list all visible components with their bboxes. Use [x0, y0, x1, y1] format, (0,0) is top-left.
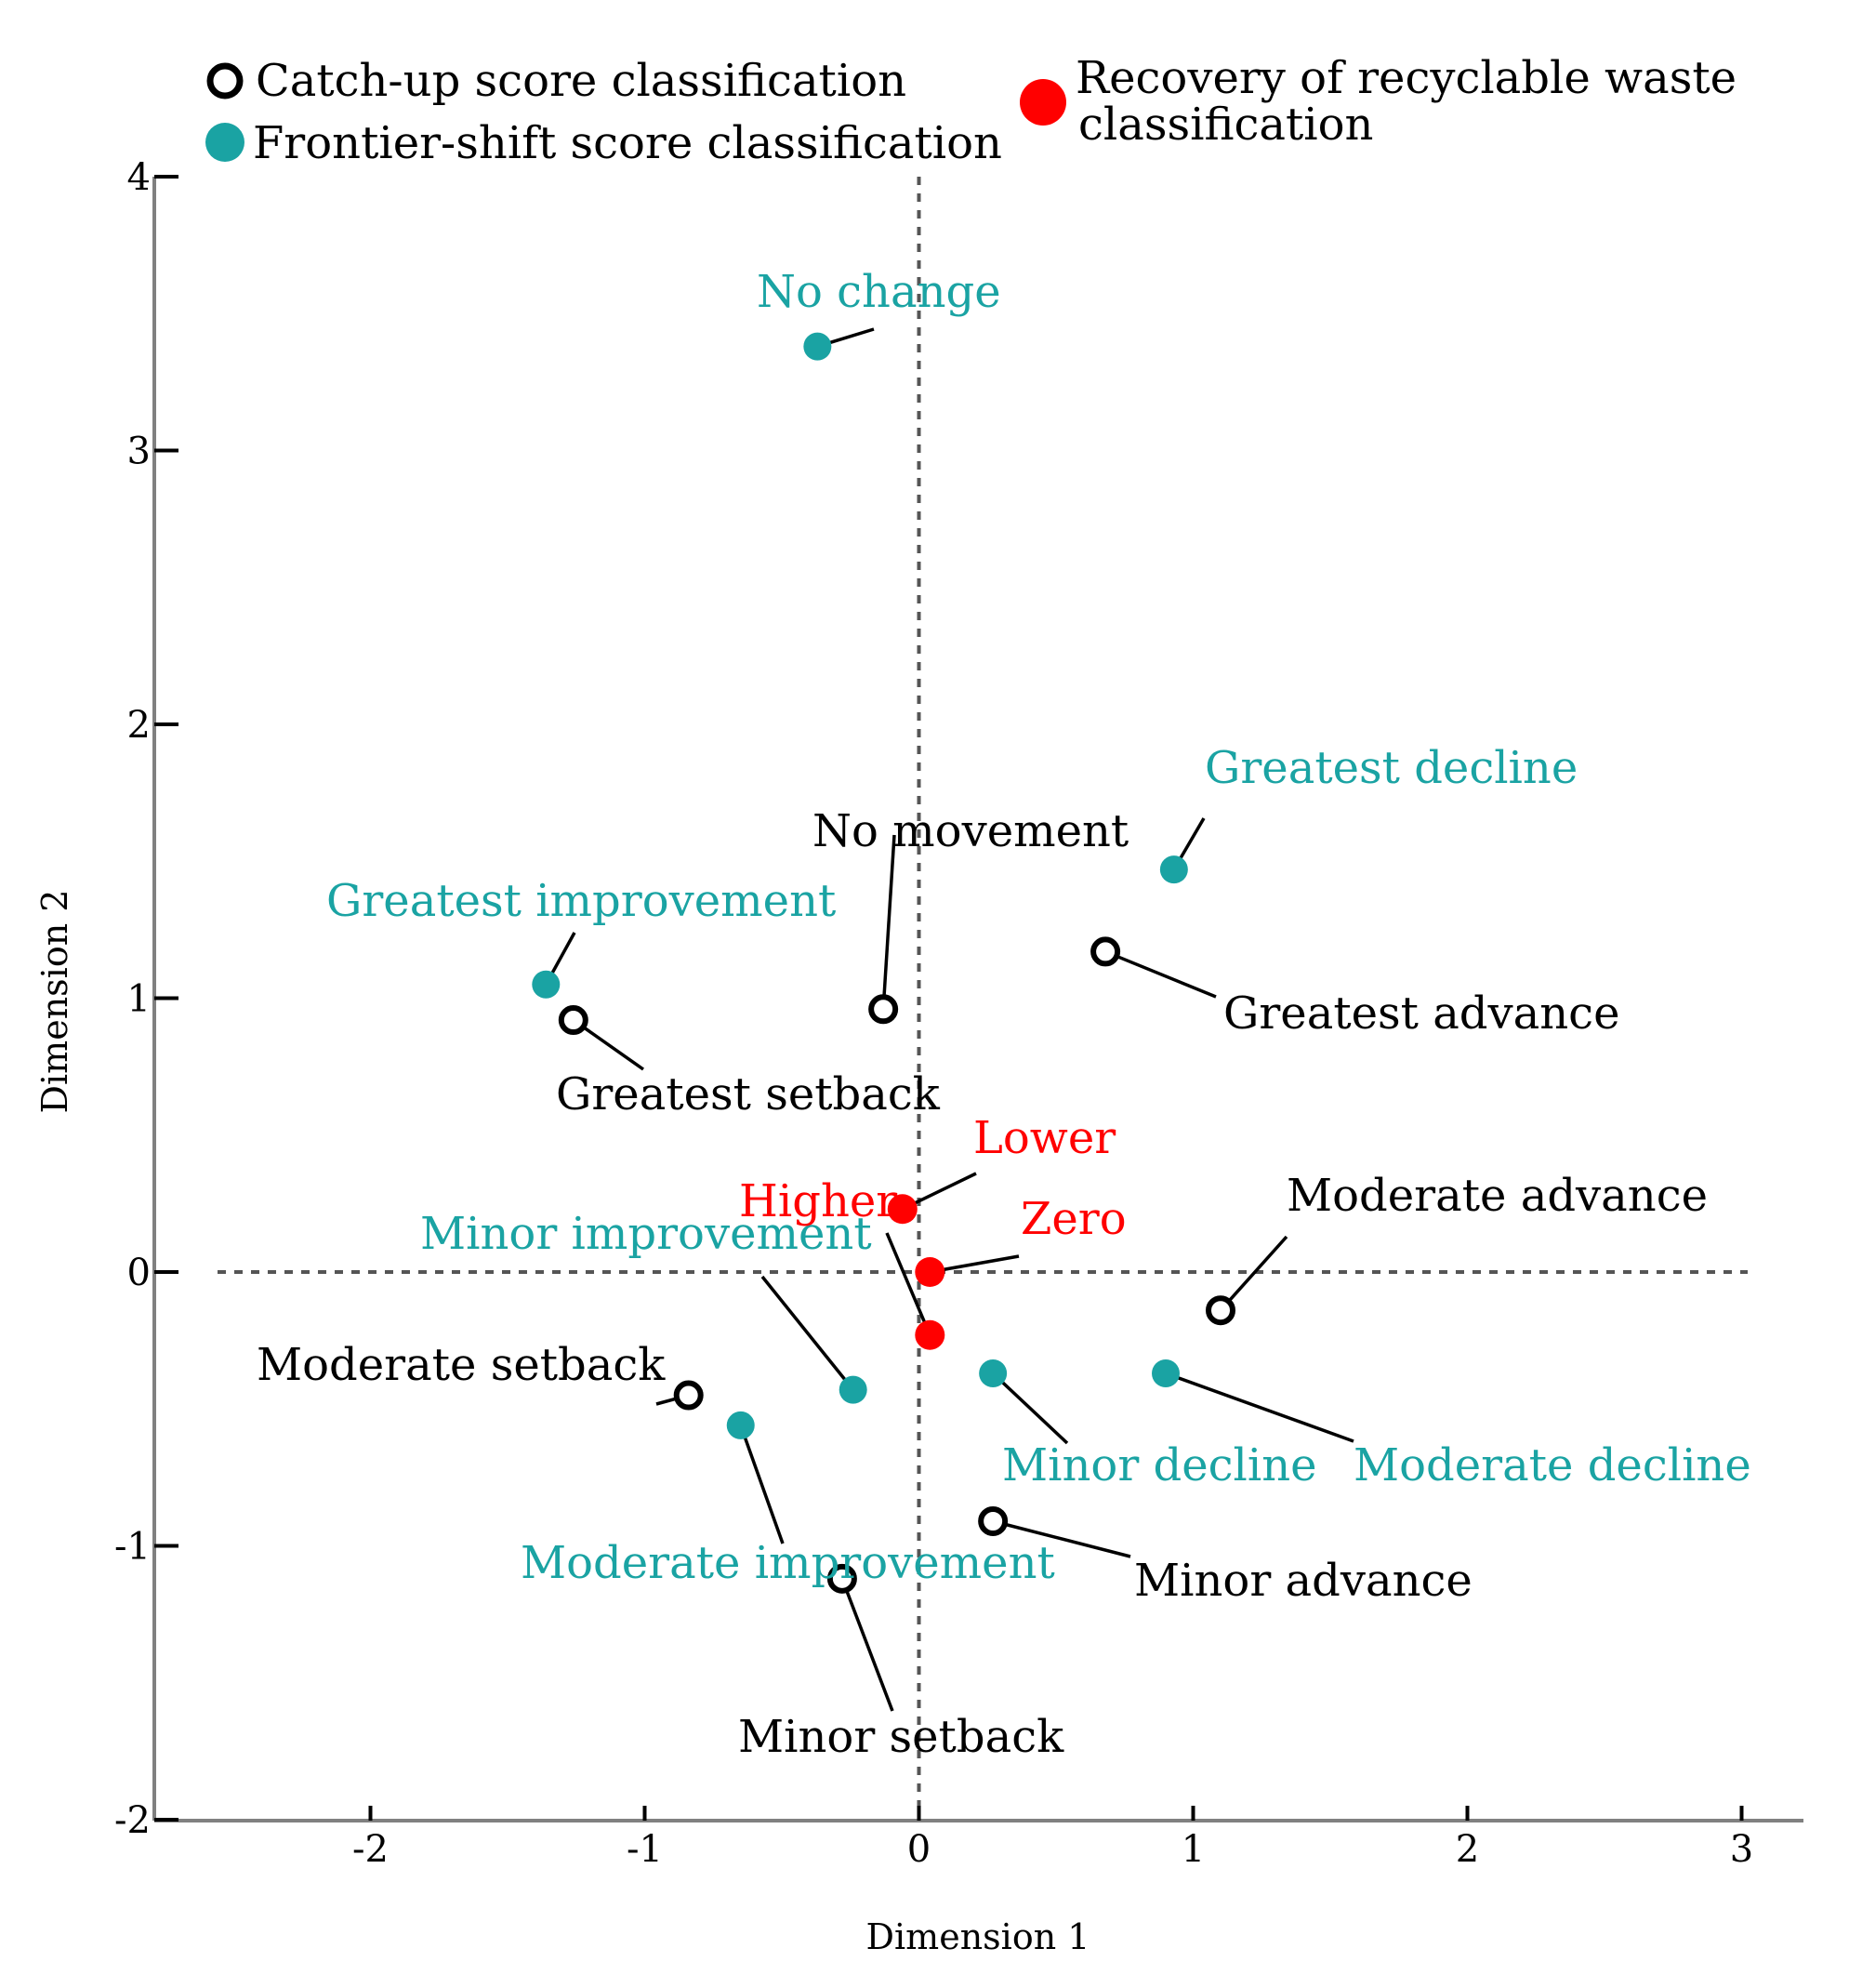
- point-moderate-decline: [1152, 1358, 1180, 1387]
- point-greatest-advance: [1090, 936, 1121, 967]
- label-leader-lines: [544, 327, 1354, 1712]
- leader-higher: [885, 1232, 931, 1336]
- leader-zero: [929, 1254, 1020, 1274]
- x-tick-label: 1: [1182, 1828, 1205, 1871]
- leader-moderate-improvement: [739, 1425, 785, 1544]
- point-labels: No movement Greatest setback Greatest adva…: [257, 266, 1751, 1763]
- y-tick-label: -2: [114, 1799, 151, 1842]
- leader-minor-advance: [992, 1519, 1131, 1558]
- point-zero: [915, 1257, 945, 1287]
- label-no-movement: No movement: [812, 805, 1129, 857]
- label-no-change: No change: [757, 266, 1001, 318]
- point-greatest-improvement: [532, 970, 561, 999]
- point-no-change: [803, 332, 832, 361]
- point-higher: [915, 1319, 945, 1350]
- x-tick-label: 2: [1456, 1828, 1479, 1871]
- leader-moderate-advance: [1219, 1235, 1288, 1312]
- legend-marker-recovery: [1020, 79, 1066, 126]
- label-higher: Higher: [739, 1175, 897, 1227]
- y-tick-label: 0: [127, 1252, 151, 1294]
- zero-reference-lines: [218, 177, 1748, 1821]
- label-moderate-improvement: Moderate improvement: [521, 1537, 1055, 1589]
- point-minor-decline: [979, 1358, 1008, 1387]
- y-axis-title: Dimension 2: [34, 890, 75, 1114]
- label-zero: Zero: [1021, 1193, 1127, 1245]
- leader-no-movement: [881, 834, 896, 1010]
- label-greatest-advance: Greatest advance: [1223, 987, 1619, 1040]
- point-minor-advance: [978, 1505, 1009, 1536]
- point-greatest-setback: [558, 1005, 588, 1036]
- label-greatest-improvement: Greatest improvement: [326, 875, 836, 927]
- legend-label-recovery-line1: Recovery of recyclable waste: [1076, 52, 1737, 104]
- point-no-movement: [868, 994, 899, 1025]
- y-tick-label: 3: [127, 431, 151, 473]
- y-tick-label: 4: [127, 156, 151, 199]
- label-greatest-decline: Greatest decline: [1205, 742, 1578, 794]
- point-lower: [887, 1194, 918, 1225]
- label-moderate-setback: Moderate setback: [257, 1339, 666, 1391]
- point-minor-setback: [826, 1563, 857, 1594]
- leader-minor-decline: [991, 1372, 1069, 1445]
- x-axis-title: Dimension 1: [866, 1916, 1090, 1957]
- legend-marker-frontier: [205, 123, 244, 162]
- x-tick-label: -1: [627, 1828, 663, 1871]
- label-minor-decline: Minor decline: [1002, 1439, 1317, 1491]
- point-moderate-improvement: [726, 1411, 755, 1439]
- leader-minor-setback: [840, 1578, 894, 1712]
- label-moderate-decline: Moderate decline: [1354, 1439, 1751, 1491]
- data-points: [532, 332, 1235, 1594]
- legend-label-recovery-line2: classification: [1078, 99, 1373, 151]
- leader-greatest-advance: [1104, 949, 1217, 999]
- label-minor-advance: Minor advance: [1134, 1555, 1473, 1607]
- x-tick-label: 3: [1730, 1828, 1753, 1871]
- y-tick-label: 2: [127, 704, 151, 747]
- point-greatest-decline: [1159, 855, 1188, 884]
- y-tick-label: 1: [127, 978, 151, 1021]
- point-moderate-setback: [673, 1380, 704, 1411]
- legend: Catch-up score classification Frontier-sh…: [205, 52, 1737, 169]
- legend-marker-catchup: [206, 62, 244, 99]
- label-lower: Lower: [973, 1112, 1116, 1164]
- label-greatest-setback: Greatest setback: [556, 1068, 941, 1120]
- x-tick-label: 0: [907, 1828, 931, 1871]
- y-tick-label: -1: [114, 1526, 151, 1569]
- legend-label-frontier: Frontier-shift score classification: [253, 117, 1002, 169]
- x-tick-label: -2: [352, 1828, 389, 1871]
- axes: -2 -1 0 1 2 3 -2 -1 0 1 2 3 4 Dimension 1 Dimension 2: [34, 156, 1803, 1957]
- point-moderate-advance: [1206, 1295, 1235, 1326]
- leader-minor-improvement: [760, 1275, 855, 1391]
- label-moderate-advance: Moderate advance: [1287, 1170, 1708, 1222]
- leader-moderate-decline: [1165, 1372, 1354, 1443]
- label-minor-improvement: Minor improvement: [420, 1208, 872, 1260]
- legend-label-catchup: Catch-up score classification: [256, 55, 906, 107]
- point-minor-improvement: [839, 1375, 867, 1404]
- label-minor-setback: Minor setback: [738, 1711, 1064, 1763]
